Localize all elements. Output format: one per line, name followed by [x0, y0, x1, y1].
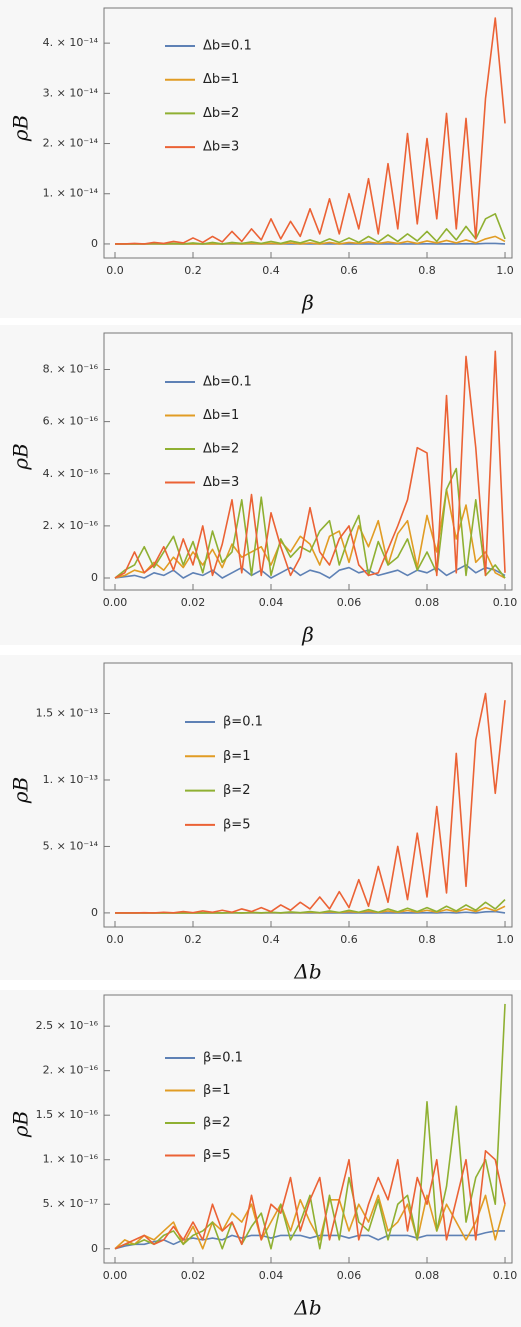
legend-label: β=2 — [223, 783, 250, 798]
y-tick-label: 8. × 10⁻¹⁶ — [43, 362, 99, 375]
x-tick-label: 0.10 — [493, 1269, 518, 1282]
y-tick-label: 2. × 10⁻¹⁶ — [43, 519, 99, 532]
y-tick-label: 3. × 10⁻¹⁴ — [43, 86, 99, 99]
y-tick-label: 0 — [91, 906, 98, 919]
x-axis-label: β — [301, 291, 314, 315]
y-axis-label: ρB — [9, 443, 33, 470]
series-line — [115, 213, 506, 245]
panel-background — [0, 990, 521, 1327]
x-tick-label: 0.4 — [262, 264, 280, 277]
legend-label: β=0.1 — [203, 1051, 243, 1066]
legend-label: Δb=1 — [203, 408, 239, 423]
x-tick-label: 0.8 — [418, 264, 436, 277]
series-line — [114, 564, 506, 579]
legend-label: β=1 — [203, 1083, 230, 1098]
x-tick-label: 0.0 — [106, 933, 124, 946]
legend-label: Δb=3 — [203, 140, 239, 155]
x-axis-label: Δb — [293, 960, 321, 984]
panel-background — [0, 325, 521, 645]
y-tick-label: 5. × 10⁻¹⁷ — [43, 1197, 98, 1210]
plot-frame — [103, 332, 513, 591]
y-tick-label: 4. × 10⁻¹⁶ — [43, 467, 99, 480]
x-tick-label: 0.08 — [415, 596, 440, 609]
x-axis-label: β — [301, 623, 314, 647]
y-tick-label: 0 — [91, 571, 98, 584]
legend-label: β=5 — [203, 1148, 230, 1163]
x-tick-label: 0.6 — [340, 933, 358, 946]
legend-label: Δb=2 — [203, 442, 239, 457]
plot-frame — [103, 7, 513, 259]
y-tick-label: 1. × 10⁻¹³ — [43, 773, 98, 786]
series-line — [115, 17, 506, 245]
legend-label: β=1 — [223, 749, 250, 764]
x-tick-label: 0.00 — [103, 596, 128, 609]
x-tick-label: 0.6 — [340, 264, 358, 277]
x-tick-label: 0.4 — [262, 933, 280, 946]
y-tick-label: 0 — [91, 1242, 98, 1255]
x-tick-label: 0.8 — [418, 933, 436, 946]
y-tick-label: 1.5 × 10⁻¹³ — [36, 707, 98, 720]
series-line — [114, 1230, 506, 1250]
x-axis-label: Δb — [293, 1296, 321, 1320]
legend-label: Δb=1 — [203, 72, 239, 87]
series-line — [115, 899, 506, 914]
x-tick-label: 1.0 — [496, 264, 514, 277]
x-tick-label: 0.04 — [259, 596, 284, 609]
y-tick-label: 0 — [91, 237, 98, 250]
legend-label: Δb=0.1 — [203, 375, 252, 390]
series-line — [114, 1003, 506, 1250]
y-tick-label: 1. × 10⁻¹⁴ — [43, 187, 99, 200]
x-tick-label: 0.08 — [415, 1269, 440, 1282]
y-tick-label: 5. × 10⁻¹⁴ — [43, 839, 99, 852]
series-line — [114, 467, 506, 579]
legend-label: β=2 — [203, 1116, 230, 1131]
y-tick-label: 6. × 10⁻¹⁶ — [43, 415, 99, 428]
y-tick-label: 2.5 × 10⁻¹⁶ — [36, 1019, 99, 1032]
panel-background — [0, 655, 521, 980]
series-line — [114, 1194, 506, 1250]
y-tick-label: 1.5 × 10⁻¹⁶ — [36, 1108, 99, 1121]
x-tick-label: 0.10 — [493, 596, 518, 609]
legend-label: Δb=0.1 — [203, 39, 252, 54]
y-tick-label: 4. × 10⁻¹⁴ — [43, 36, 99, 49]
x-tick-label: 0.02 — [181, 596, 206, 609]
x-tick-label: 0.2 — [184, 264, 202, 277]
legend-label: Δb=3 — [203, 475, 239, 490]
y-tick-label: 2. × 10⁻¹⁴ — [43, 137, 99, 150]
series-line — [114, 1150, 506, 1250]
x-tick-label: 0.06 — [337, 596, 362, 609]
x-tick-label: 0.06 — [337, 1269, 362, 1282]
legend-label: Δb=2 — [203, 106, 239, 121]
plot-frame — [103, 662, 513, 928]
y-tick-label: 1. × 10⁻¹⁶ — [43, 1153, 99, 1166]
y-tick-label: 2. × 10⁻¹⁶ — [43, 1064, 99, 1077]
series-line — [114, 488, 506, 579]
y-axis-label: ρB — [9, 777, 33, 804]
x-tick-label: 0.0 — [106, 264, 124, 277]
series-line — [115, 692, 506, 914]
plot-frame — [103, 994, 513, 1264]
x-tick-label: 0.00 — [103, 1269, 128, 1282]
panel-background — [0, 0, 521, 318]
x-tick-label: 0.2 — [184, 933, 202, 946]
legend-label: β=5 — [223, 817, 250, 832]
series-line — [114, 350, 506, 579]
legend-label: β=0.1 — [223, 715, 263, 730]
x-tick-label: 0.04 — [259, 1269, 284, 1282]
x-tick-label: 1.0 — [496, 933, 514, 946]
x-tick-label: 0.02 — [181, 1269, 206, 1282]
y-axis-label: ρB — [9, 115, 33, 142]
y-axis-label: ρB — [9, 1111, 33, 1138]
